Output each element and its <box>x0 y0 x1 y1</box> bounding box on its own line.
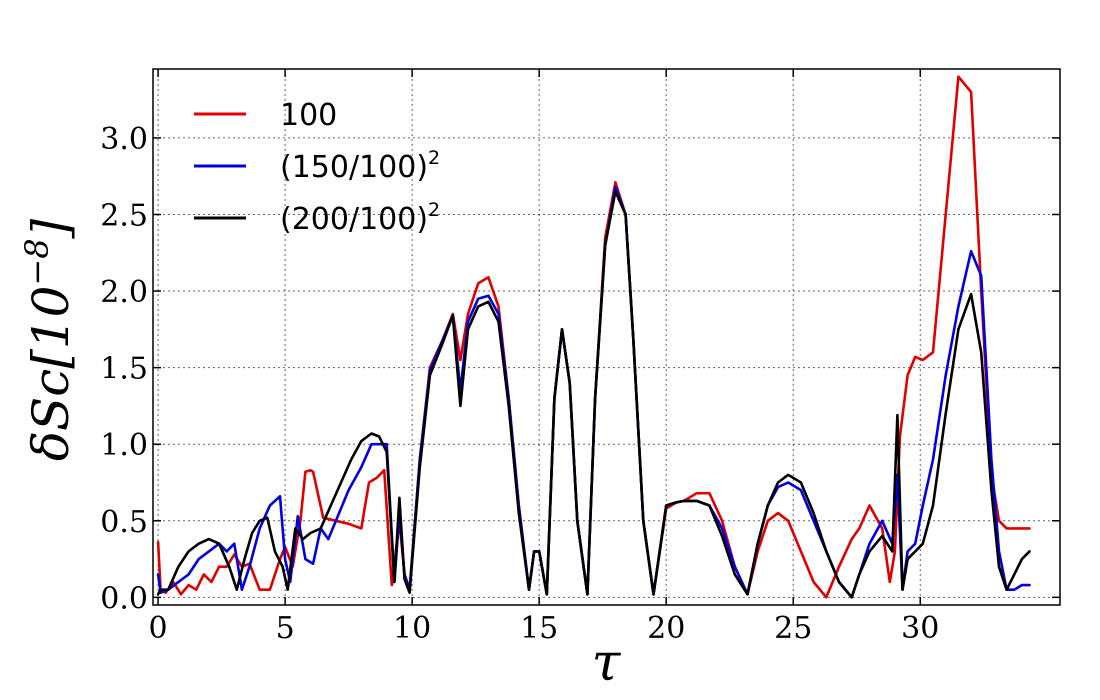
legend-label-0: 100 <box>280 98 337 133</box>
legend-label-base: (200/100) <box>280 202 428 237</box>
y-axis-label-exp: −8 <box>18 238 56 285</box>
ticks <box>153 69 1060 605</box>
legend-label-base: (150/100) <box>280 150 428 185</box>
y-tick-label: 1.5 <box>100 352 148 387</box>
series-group <box>156 75 1031 599</box>
x-tick-label: 20 <box>647 611 685 646</box>
y-tick-label: 2.0 <box>100 275 148 310</box>
plot-area <box>153 69 1060 605</box>
x-tick-label: 30 <box>901 611 939 646</box>
y-tick-label: 0.0 <box>100 581 148 616</box>
x-tick-labels: 0 5 10 15 20 25 30 <box>149 611 940 646</box>
legend-label-exp: 2 <box>428 199 440 221</box>
legend-label-2: (200/100)2 <box>280 199 440 237</box>
x-tick-label: 15 <box>520 611 558 646</box>
x-tick-label: 10 <box>393 611 431 646</box>
series-line-2 <box>156 190 1031 599</box>
plot-frame <box>152 68 1061 606</box>
y-axis-label-suffix: ] <box>22 218 80 239</box>
x-tick-label: 0 <box>149 611 168 646</box>
y-axis-label-prefix: δSc[10 <box>22 286 80 462</box>
y-tick-labels: 0.0 0.5 1.0 1.5 2.0 2.5 3.0 <box>100 122 148 616</box>
y-tick-label: 1.0 <box>100 428 148 463</box>
x-tick-label: 25 <box>774 611 812 646</box>
x-axis-label: τ <box>592 633 622 693</box>
y-tick-label: 3.0 <box>100 122 148 157</box>
legend-label-1: (150/100)2 <box>280 147 440 185</box>
legend: 100(150/100)2(200/100)2 <box>194 98 440 237</box>
legend-label-exp: 2 <box>428 147 440 169</box>
legend-label-base: 100 <box>280 98 337 133</box>
x-tick-label: 5 <box>276 611 295 646</box>
y-tick-label: 2.5 <box>100 198 148 233</box>
y-tick-label: 0.5 <box>100 505 148 540</box>
y-axis-label: δSc[10−8] <box>18 218 80 461</box>
